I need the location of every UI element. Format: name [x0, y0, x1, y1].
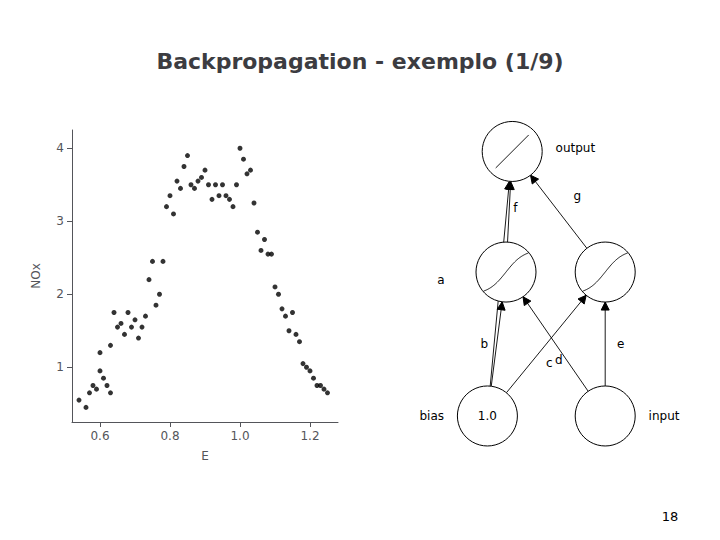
- svg-text:input: input: [649, 409, 680, 423]
- svg-text:18: 18: [662, 509, 679, 524]
- svg-text:1.0: 1.0: [478, 409, 497, 423]
- svg-text:output: output: [556, 141, 596, 155]
- svg-text:E: E: [201, 449, 209, 463]
- svg-text:f: f: [513, 201, 518, 215]
- svg-text:2: 2: [56, 287, 64, 301]
- svg-text:b: b: [480, 337, 488, 351]
- svg-text:Backpropagation - exemplo (1/9: Backpropagation - exemplo (1/9): [156, 49, 563, 74]
- svg-text:g: g: [573, 189, 581, 203]
- svg-text:1.0: 1.0: [230, 429, 249, 443]
- svg-text:NOx: NOx: [29, 263, 43, 289]
- svg-text:d: d: [555, 353, 563, 367]
- svg-text:0.8: 0.8: [160, 429, 179, 443]
- svg-text:bias: bias: [419, 409, 444, 423]
- svg-text:4: 4: [56, 141, 64, 155]
- svg-text:a: a: [437, 273, 444, 287]
- svg-text:1: 1: [56, 360, 64, 374]
- svg-text:c: c: [546, 356, 553, 370]
- svg-text:0.6: 0.6: [90, 429, 109, 443]
- svg-text:3: 3: [56, 214, 64, 228]
- svg-text:e: e: [617, 337, 624, 351]
- svg-text:1.2: 1.2: [300, 429, 319, 443]
